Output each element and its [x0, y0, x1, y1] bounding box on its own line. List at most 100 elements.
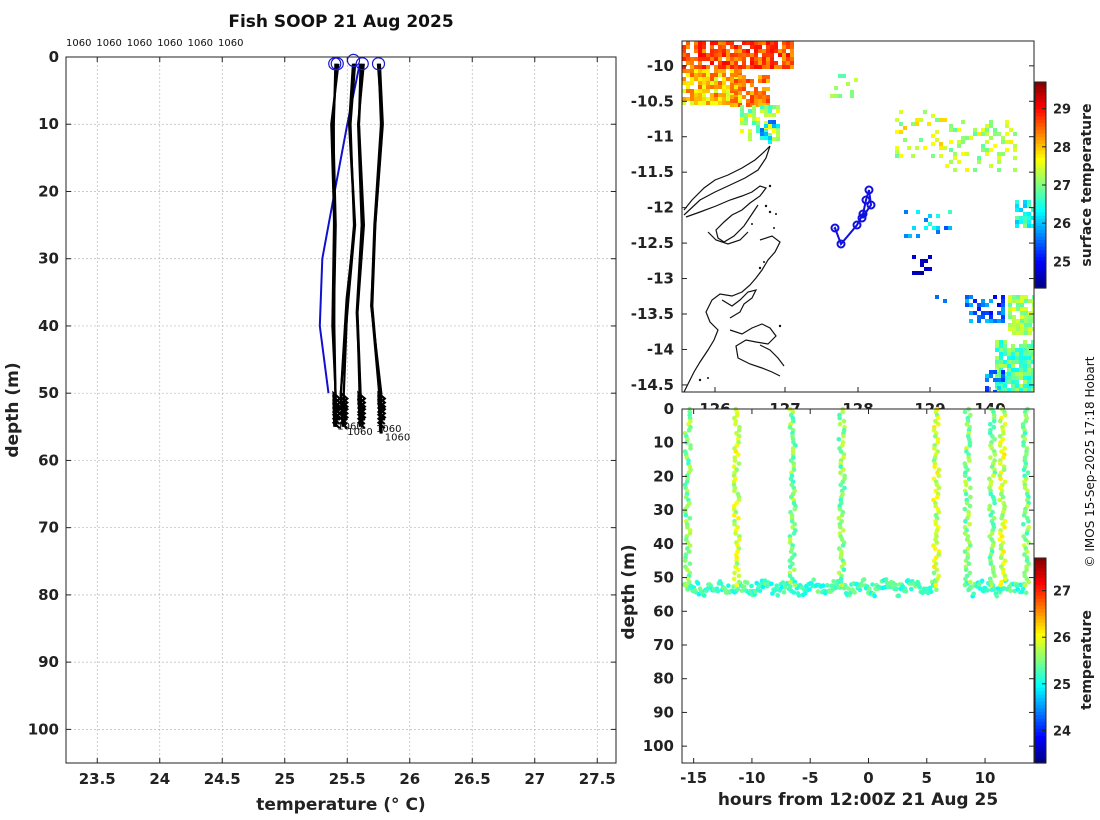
section-data-point [732, 522, 737, 527]
surface-temperature-colorbar-segment [1035, 85, 1046, 90]
sst-cell [953, 156, 957, 160]
sst-cell [776, 124, 780, 128]
section-data-point [682, 558, 688, 563]
sst-cell [969, 295, 973, 299]
sst-cell [1001, 319, 1005, 323]
sst-cell [722, 49, 726, 53]
temperature-colorbar-segment [1035, 742, 1046, 747]
surface-temperature-colorbar-segment [1035, 82, 1046, 87]
sst-cell [690, 81, 694, 85]
sst-cell [977, 303, 981, 307]
surface-temperature-colorbar-segment [1035, 95, 1046, 100]
sst-cell [1016, 299, 1020, 303]
section-data-point [735, 412, 740, 418]
sst-cell [1019, 384, 1023, 388]
section-data-point [963, 558, 969, 563]
sst-cell [935, 130, 939, 134]
sst-cell [742, 79, 746, 83]
profile-surface-markers [328, 53, 386, 71]
temperature-colorbar-tick-label: 26 [1053, 631, 1071, 646]
sst-cell [774, 65, 778, 69]
sst-cell [776, 137, 780, 141]
section-data-point [702, 593, 707, 598]
section-data-point [792, 506, 798, 512]
sst-cell [899, 154, 903, 158]
surface-temperature-colorbar-segment [1035, 263, 1046, 268]
sst-cell [718, 41, 722, 45]
sst-cell [686, 61, 690, 65]
sst-cell [1007, 360, 1011, 364]
sst-cell [931, 134, 935, 138]
surface-temperature-colorbar-segment [1035, 274, 1046, 279]
sst-cell [768, 120, 772, 124]
sst-cell [1031, 340, 1034, 344]
temperature-colorbar-segment [1035, 653, 1046, 658]
sst-cell [1020, 331, 1024, 335]
sst-cell [764, 129, 768, 133]
profile-start-marker [355, 57, 369, 71]
sst-cell [706, 57, 710, 61]
sst-cell [772, 105, 776, 109]
temperature-colorbar-tick-label: 25 [1053, 678, 1071, 693]
sst-cell [1027, 348, 1031, 352]
temperature-colorbar-segment [1035, 636, 1046, 641]
sst-cell [1027, 212, 1031, 216]
sst-cell [722, 69, 726, 73]
profile-top-labels: 1060 1060 1060 1060 1060 1060 [66, 38, 243, 49]
sst-cell [698, 41, 702, 45]
section-data-point [792, 567, 797, 573]
section-data-point [917, 584, 922, 590]
sst-cell [710, 77, 714, 81]
sst-cell [754, 57, 758, 61]
temperature-colorbar-segment [1035, 588, 1046, 593]
section-frame [681, 408, 1035, 764]
sst-cell [944, 226, 948, 230]
section-data-point [838, 449, 844, 454]
section-data-point [994, 593, 1000, 599]
sst-cell [1005, 148, 1009, 152]
section-data-point [732, 570, 737, 576]
sst-cell [758, 95, 762, 99]
sst-cell [899, 110, 903, 114]
sst-cell [999, 364, 1003, 368]
sst-cell [989, 315, 993, 319]
sst-cell [1027, 224, 1031, 228]
section-data-point [999, 534, 1005, 539]
temperature-colorbar-segment [1035, 595, 1046, 600]
sst-cell [936, 214, 940, 218]
sst-cell [1001, 152, 1005, 156]
section-data-point [963, 567, 969, 573]
surface-temperature-colorbar-tick-label: 28 [1053, 141, 1071, 156]
sst-cell [1011, 380, 1015, 384]
sst-cell [949, 160, 953, 164]
sst-cell [730, 65, 734, 69]
sst-cell [766, 75, 770, 79]
sst-cell [766, 95, 770, 99]
sst-cell [1012, 319, 1016, 323]
temperature-colorbar: 24 25 26 27 [1034, 557, 1071, 764]
profile-top-label: 1060 [66, 38, 91, 49]
section-y-tick-label: 90 [653, 703, 674, 721]
sst-cell [977, 156, 981, 160]
section-data-point [962, 409, 968, 415]
profile-y-tick-label: 80 [38, 586, 59, 604]
section-data-point [760, 584, 766, 590]
sst-cell [1015, 216, 1019, 220]
sst-cell [1031, 388, 1034, 392]
sst-cell [686, 73, 690, 77]
sst-cell [770, 41, 774, 45]
section-x-tick-label: 10 [975, 769, 996, 787]
section-data-point [840, 543, 846, 548]
surface-temperature-colorbar-segment [1035, 250, 1046, 255]
section-y-tick-label: 20 [653, 467, 674, 485]
sst-cell [1019, 360, 1023, 364]
section-data-point [683, 582, 689, 588]
sst-cell [756, 125, 760, 129]
sst-cell [993, 295, 997, 299]
sst-cell [965, 295, 969, 299]
sst-cell [1007, 352, 1011, 356]
sst-cell [985, 132, 989, 136]
sst-cell [981, 148, 985, 152]
section-data-point [837, 421, 843, 427]
profile-start-marker [371, 57, 386, 71]
